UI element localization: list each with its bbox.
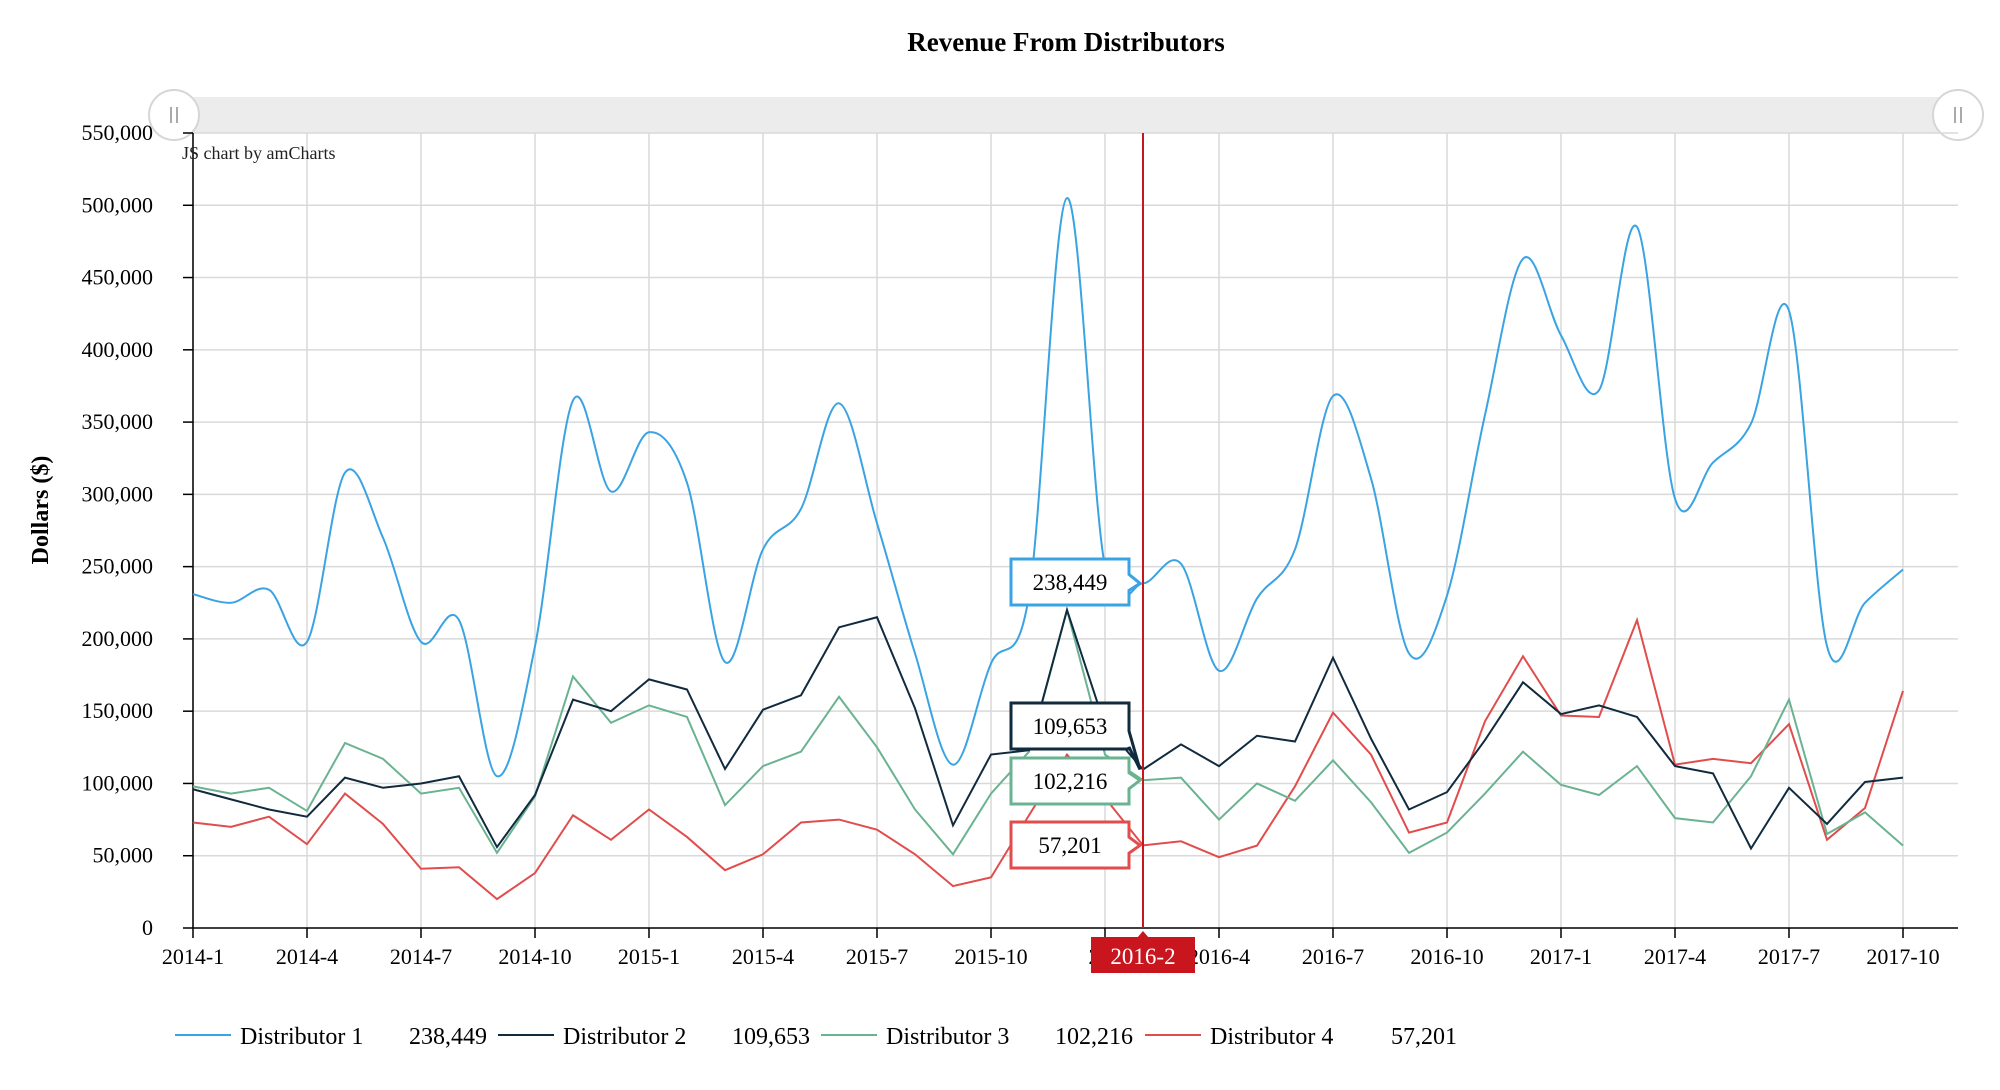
x-tick-label: 2014-1 <box>162 944 224 969</box>
x-tick-label: 2015-7 <box>846 944 908 969</box>
x-tick-label: 2016-4 <box>1188 944 1250 969</box>
legend-item-distributor-2[interactable]: Distributor 2 109,653 <box>498 1024 810 1050</box>
chart-cursor: 2016-2 <box>1091 133 1195 973</box>
x-tick-label: 2015-10 <box>954 944 1027 969</box>
cursor-category-label: 2016-2 <box>1110 944 1175 969</box>
value-balloon-distributor-4: 57,201 <box>1009 820 1143 870</box>
legend-value: 57,201 <box>1391 1024 1457 1050</box>
x-tick-label: 2016-7 <box>1302 944 1364 969</box>
y-tick-label: 150,000 <box>82 698 154 723</box>
legend-label: Distributor 3 <box>886 1024 1009 1050</box>
series-layer <box>192 197 1904 901</box>
balloon-layer: 238,449 109,653 102,216 57,201 <box>1009 557 1143 870</box>
cursor-category-pointer <box>1137 931 1149 938</box>
legend-value: 109,653 <box>732 1024 810 1050</box>
balloon-value: 238,449 <box>1033 570 1108 595</box>
scrollbar-right-grip[interactable] <box>1932 89 1984 141</box>
chart-title: Revenue From Distributors <box>907 27 1224 57</box>
legend-item-distributor-4[interactable]: Distributor 4 57,201 <box>1145 1024 1457 1050</box>
legend[interactable]: Distributor 1 238,449 Distributor 2 109,653… <box>175 1024 1457 1050</box>
legend-label: Distributor 2 <box>563 1024 686 1050</box>
amcharts-credit[interactable]: JS chart by amCharts <box>182 143 335 163</box>
y-tick-label: 500,000 <box>82 192 154 217</box>
y-tick-label: 0 <box>142 915 153 940</box>
legend-value: 102,216 <box>1055 1024 1133 1050</box>
y-tick-label: 200,000 <box>82 626 154 651</box>
cursor-category-box <box>1091 937 1195 973</box>
balloon-box <box>1009 701 1142 771</box>
y-tick-label: 450,000 <box>82 265 154 290</box>
x-tick-label: 2017-10 <box>1866 944 1939 969</box>
legend-label: Distributor 4 <box>1210 1024 1333 1050</box>
y-tick-label: 50,000 <box>93 843 154 868</box>
balloon-value: 102,216 <box>1033 769 1108 794</box>
scrollbar-left-grip[interactable] <box>148 89 200 141</box>
x-tick-label: 2016-10 <box>1410 944 1483 969</box>
balloon-box <box>1009 557 1143 607</box>
value-balloon-distributor-3: 102,216 <box>1009 756 1143 806</box>
x-tick-label: 2017-7 <box>1758 944 1820 969</box>
y-tick-label: 100,000 <box>82 770 154 795</box>
x-tick-label: 2015-4 <box>732 944 794 969</box>
value-balloon-distributor-1: 238,449 <box>1009 557 1143 607</box>
legend-label: Distributor 1 <box>240 1024 363 1050</box>
balloon-box <box>1009 820 1143 870</box>
x-tick-label: 2017-1 <box>1530 944 1592 969</box>
series-line-distributor-2 <box>192 606 1904 851</box>
legend-item-distributor-1[interactable]: Distributor 1 238,449 <box>175 1024 487 1050</box>
value-balloon-distributor-2: 109,653 <box>1009 701 1142 771</box>
x-tick-label: 2015-1 <box>618 944 680 969</box>
scrollbar-track[interactable] <box>173 97 1958 133</box>
x-tick-label: 2014-4 <box>276 944 338 969</box>
series-line-distributor-1 <box>192 197 1904 778</box>
y-tick-label: 550,000 <box>82 120 154 145</box>
x-tick-label: 2014-7 <box>390 944 452 969</box>
balloon-box <box>1009 756 1143 806</box>
y-tick-label: 350,000 <box>82 409 154 434</box>
y-tick-label: 400,000 <box>82 337 154 362</box>
x-tick-label: 2017-4 <box>1644 944 1706 969</box>
balloon-value: 109,653 <box>1033 714 1108 739</box>
balloon-value: 57,201 <box>1038 833 1101 858</box>
y-tick-label: 300,000 <box>82 481 154 506</box>
y-axis-title: Dollars ($) <box>28 456 54 565</box>
legend-value: 238,449 <box>409 1024 487 1050</box>
legend-item-distributor-3[interactable]: Distributor 3 102,216 <box>821 1024 1133 1050</box>
grid-layer <box>192 132 1958 928</box>
chart-scrollbar[interactable] <box>148 89 1984 141</box>
y-tick-label: 250,000 <box>82 554 154 579</box>
x-tick-label: 2014-10 <box>498 944 571 969</box>
